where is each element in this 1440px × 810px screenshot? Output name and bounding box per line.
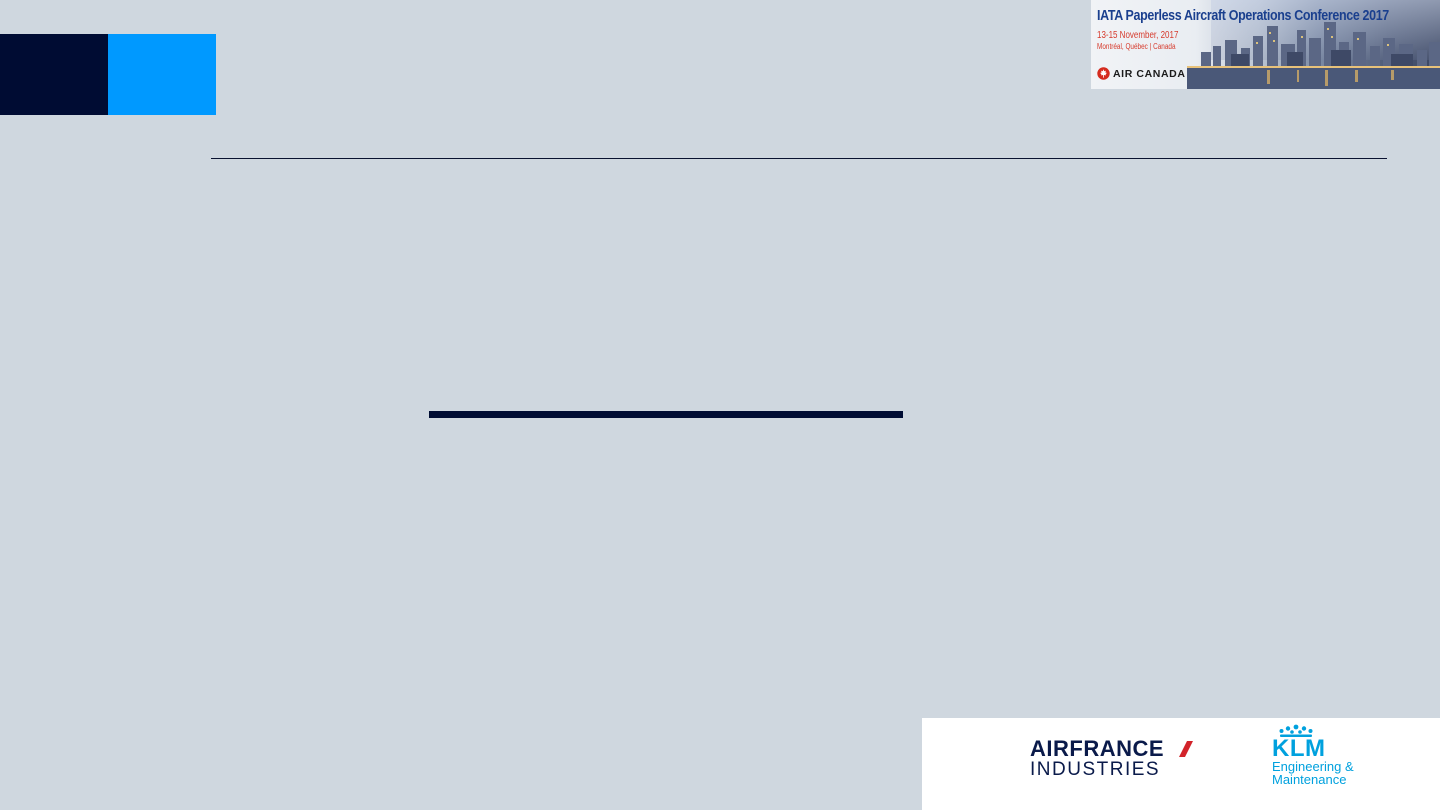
city-skyline-image (1187, 22, 1440, 89)
conference-title: IATA Paperless Aircraft Operations Confe… (1097, 8, 1389, 24)
air-france-industries-logo: AIRFRANCE INDUSTRIES (1030, 738, 1260, 780)
klm-subtitle-line2: Maintenance (1272, 772, 1347, 787)
afi-wordmark-line1: AIRFRANCE (1030, 736, 1165, 761)
accent-block-dark (0, 34, 108, 115)
klm-crown-icon (1279, 724, 1313, 737)
conference-location: Montréal, Québec | Canada (1097, 42, 1176, 51)
klm-engineering-logo: KLM Engineering & Maintenance (1272, 724, 1402, 786)
title-underline (429, 411, 903, 418)
klm-wordmark: KLM (1272, 735, 1326, 762)
klm-subtitle-line1: Engineering & (1272, 759, 1354, 774)
air-canada-logo: AIR CANADA (1097, 67, 1186, 80)
conference-dates: 13-15 November, 2017 (1097, 30, 1179, 41)
header-divider (211, 158, 1387, 159)
air-canada-wordmark: AIR CANADA (1113, 67, 1186, 80)
conference-banner: IATA Paperless Aircraft Operations Confe… (1091, 0, 1440, 89)
air-france-stripe-icon (1179, 741, 1194, 757)
partner-logo-panel: AIRFRANCE INDUSTRIES KLM Engineering & M… (922, 718, 1440, 810)
afi-wordmark-line2: INDUSTRIES (1030, 759, 1161, 780)
accent-block-blue (108, 34, 216, 115)
maple-leaf-icon (1097, 67, 1110, 80)
